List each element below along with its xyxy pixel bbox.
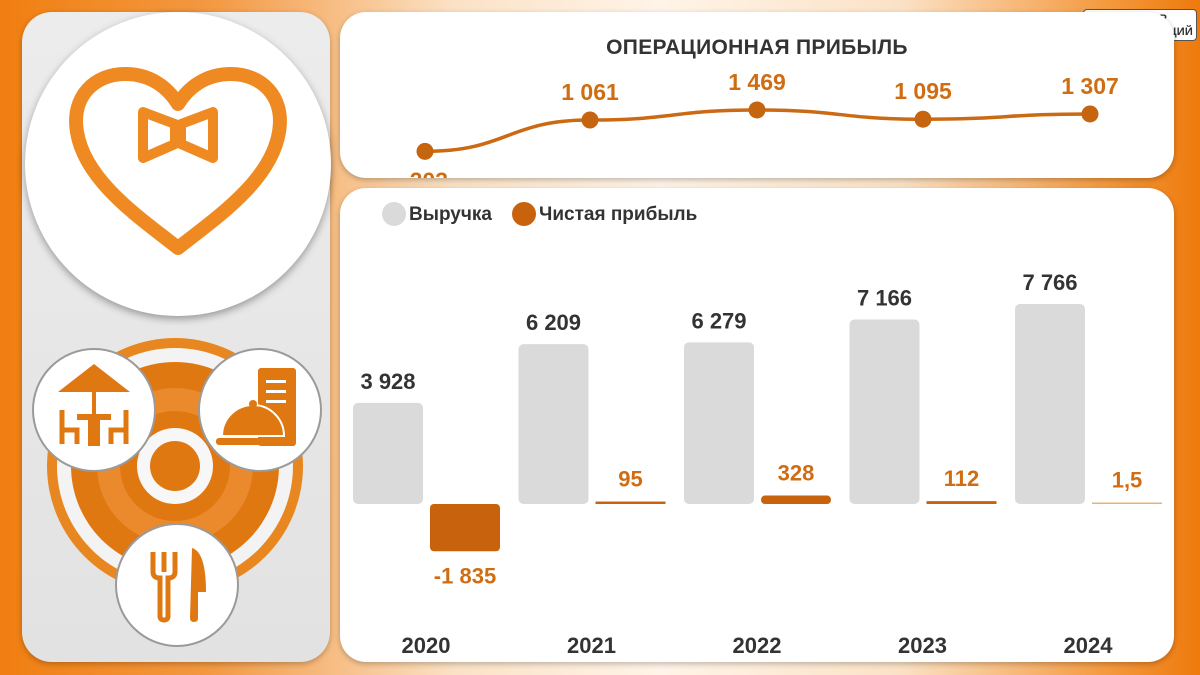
x-tick-label-2020: 2020 — [402, 633, 451, 658]
operating-profit-label-2023: 1 095 — [894, 78, 952, 104]
operating-profit-label-2024: 1 307 — [1061, 73, 1119, 99]
net-profit-label-2022: 328 — [778, 461, 815, 486]
operating-profit-label-2021: 1 061 — [561, 79, 619, 105]
revenue-profit-bar-chart: 3 928 -1 835 2020 6 209 95 2021 6 279 328 2022 7 … — [353, 270, 1162, 658]
cafe-table-umbrella-icon — [32, 348, 156, 472]
chart-title: ОПЕРАЦИОННАЯ ПРИБЫЛЬ — [606, 36, 908, 59]
revenue-label-2022: 6 279 — [691, 308, 746, 333]
x-tick-label-2022: 2022 — [733, 633, 782, 658]
operating-profit-point-2022 — [748, 101, 766, 119]
brand-logo-circle — [25, 12, 331, 316]
net-profit-label-2023: 112 — [944, 466, 980, 491]
net-profit-bar-2022 — [761, 495, 831, 504]
revenue-profit-panel: Выручка Чистая прибыль 3 928 -1 835 2020 6 … — [340, 188, 1174, 662]
net-profit-bar-2024 — [1092, 502, 1162, 504]
x-tick-label-2024: 2024 — [1064, 633, 1114, 658]
net-profit-bar-2021 — [595, 501, 666, 504]
operating-profit-label-2022: 1 469 — [728, 69, 786, 95]
fork-knife-icon — [115, 523, 239, 647]
net-profit-label-2020: -1 835 — [434, 563, 496, 588]
heart-bowtie-logo-icon — [69, 67, 287, 255]
revenue-label-2020: 3 928 — [360, 369, 415, 394]
serving-cloche-menu-icon — [198, 348, 322, 472]
operating-profit-line-chart: -203 1 061 1 469 1 095 1 307 — [402, 69, 1119, 178]
operating-profit-point-2021 — [581, 111, 599, 129]
x-tick-label-2023: 2023 — [898, 633, 947, 658]
operating-profit-panel: ОПЕРАЦИОННАЯ ПРИБЫЛЬ -203 1 061 1 469 1 095… — [340, 12, 1174, 178]
restaurant-illustration — [32, 338, 322, 647]
revenue-bar-2020 — [353, 402, 423, 504]
revenue-label-2021: 6 209 — [526, 310, 581, 335]
net-profit-label-2024: 1,5 — [1112, 468, 1143, 493]
operating-profit-point-2024 — [1081, 105, 1099, 123]
revenue-label-2023: 7 166 — [857, 285, 912, 310]
operating-profit-label-2020: -203 — [402, 167, 448, 178]
revenue-label-2024: 7 766 — [1022, 270, 1077, 295]
legend-swatch-net-profit — [512, 202, 536, 226]
operating-profit-point-2023 — [914, 110, 932, 128]
net-profit-bar-2023 — [926, 501, 997, 504]
legend-swatch-revenue — [382, 202, 406, 226]
revenue-bar-2023 — [849, 319, 920, 504]
legend-label-net-profit: Чистая прибыль — [539, 204, 698, 225]
revenue-bar-2024 — [1015, 304, 1085, 504]
net-profit-bar-2020 — [430, 504, 500, 552]
revenue-bar-2021 — [518, 344, 589, 504]
legend-label-revenue: Выручка — [409, 204, 492, 225]
revenue-bar-2022 — [684, 342, 754, 504]
x-tick-label-2021: 2021 — [567, 633, 616, 658]
operating-profit-point-2020 — [416, 142, 434, 160]
net-profit-label-2021: 95 — [618, 467, 642, 492]
